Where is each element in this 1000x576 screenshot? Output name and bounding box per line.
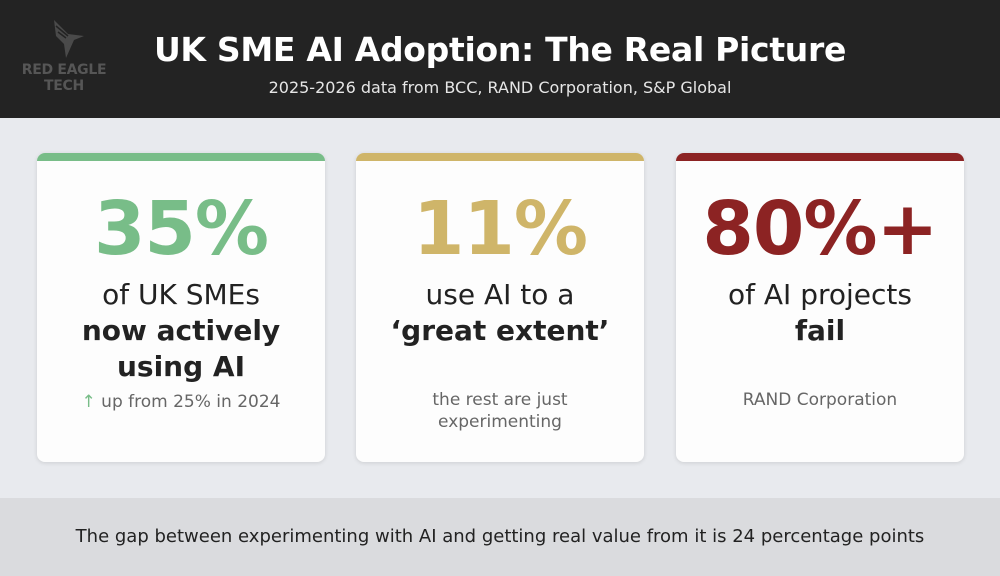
- page-subtitle: 2025-2026 data from BCC, RAND Corporatio…: [268, 78, 732, 97]
- stat-note: ↑ up from 25% in 2024: [37, 391, 325, 413]
- stat-value: 80%+: [702, 186, 938, 272]
- stat-card-fail: 80%+ of AI projects fail RAND Corporatio…: [676, 153, 964, 462]
- stat-value: 11%: [412, 186, 588, 272]
- logo-text-2: TECH: [44, 78, 84, 94]
- stat-note: the rest are just: [432, 390, 568, 410]
- stat-line: use AI to a: [425, 278, 575, 311]
- stat-emphasis: ‘great extent’: [390, 314, 610, 347]
- card-accent-bar: [676, 153, 964, 161]
- stat-card-great-extent: 11% use AI to a ‘great extent’ the rest …: [356, 153, 644, 462]
- stat-line: of AI projects: [728, 278, 912, 311]
- stat-card-active-use: 35% of UK SMEs now actively using AI ↑ u…: [37, 153, 325, 462]
- logo: RED EAGLE TECH: [14, 18, 114, 94]
- stat-note-2: experimenting: [438, 412, 562, 432]
- eagle-icon: [54, 20, 84, 58]
- stat-source: RAND Corporation: [742, 390, 898, 410]
- footer-summary: The gap between experimenting with AI an…: [0, 498, 1000, 576]
- header: RED EAGLE TECH UK SME AI Adoption: The R…: [0, 0, 1000, 118]
- stat-emphasis: now actively: [81, 314, 281, 347]
- stat-line: of UK SMEs: [102, 278, 260, 311]
- page-title: UK SME AI Adoption: The Real Picture: [153, 30, 847, 69]
- stat-emphasis-2: using AI: [116, 350, 245, 383]
- stat-emphasis: fail: [794, 314, 846, 347]
- stat-note-text: up from 25% in 2024: [101, 392, 281, 412]
- card-accent-bar: [37, 153, 325, 161]
- logo-text: RED EAGLE: [21, 62, 107, 78]
- card-accent-bar: [356, 153, 644, 161]
- stat-value: 35%: [93, 186, 269, 272]
- arrow-up-icon: ↑: [81, 392, 96, 412]
